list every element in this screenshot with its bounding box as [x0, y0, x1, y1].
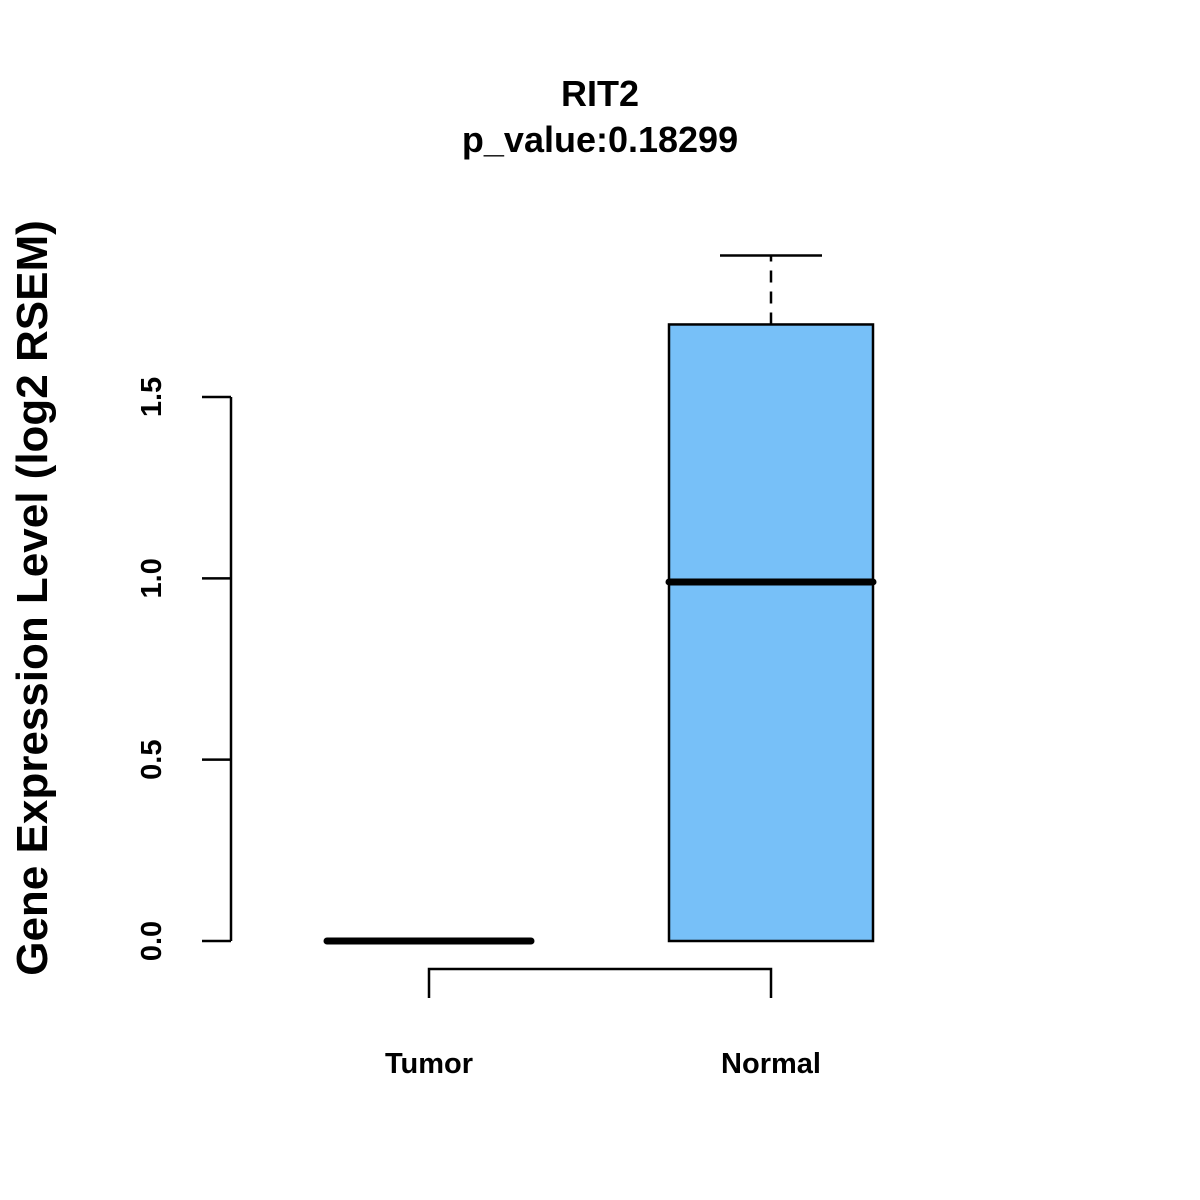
chart-subtitle: p_value:0.18299: [462, 119, 738, 160]
box-group: [323, 254, 877, 945]
y-tick-label: 1.5: [136, 377, 168, 417]
y-tick-label: 1.0: [136, 558, 168, 598]
chart-title: RIT2: [561, 73, 639, 114]
y-tick-label: 0.0: [136, 921, 168, 961]
box-rect: [667, 323, 875, 943]
x-tick-label-normal: Normal: [721, 1048, 821, 1080]
significance-bracket: [427, 967, 773, 998]
x-tick-label-tumor: Tumor: [385, 1048, 473, 1080]
y-tick-label: 0.5: [136, 740, 168, 780]
y-axis: 0.0 0.5 1.0 1.5: [136, 377, 233, 961]
box-normal: [665, 254, 877, 943]
bracket-line: [427, 967, 773, 998]
x-axis-labels: Tumor Normal: [385, 1048, 821, 1080]
y-axis-label: Gene Expression Level (log2 RSEM): [8, 220, 57, 976]
